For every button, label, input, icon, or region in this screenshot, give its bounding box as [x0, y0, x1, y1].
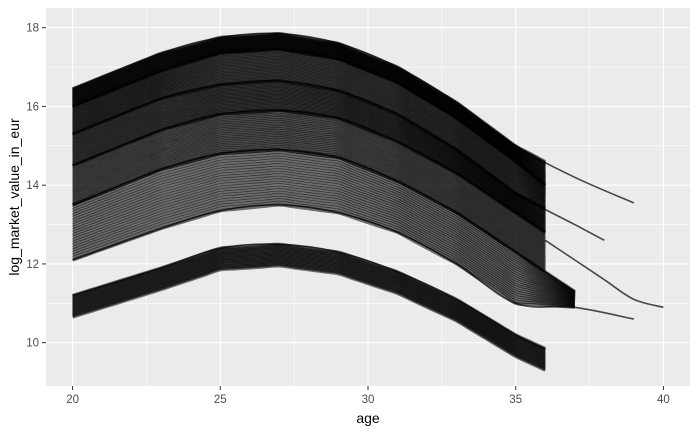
series-line: [72, 178, 576, 302]
x-tick-label: 40: [657, 394, 670, 406]
y-tick-label: 18: [26, 23, 39, 35]
data-series: [72, 32, 664, 350]
series-line: [72, 32, 635, 204]
series-line: [544, 239, 664, 309]
y-tick-label: 14: [26, 180, 39, 192]
series-line: [72, 148, 576, 293]
series-line: [72, 180, 576, 303]
series-line: [72, 173, 576, 301]
series-line: [72, 185, 576, 304]
x-axis-title: age: [356, 410, 380, 426]
series-line: [71, 160, 576, 297]
y-axis-title: log_market_value_in_eur: [6, 118, 22, 276]
x-tick-label: 20: [66, 394, 79, 406]
x-tick-label: 35: [509, 394, 522, 406]
series-line: [72, 190, 576, 306]
series-line: [72, 193, 576, 306]
y-tick-label: 12: [26, 259, 39, 271]
series-line: [72, 195, 576, 307]
series-line: [72, 109, 546, 234]
y-axis-ticks: 10 12 14 16 18: [26, 23, 46, 350]
series-line: [71, 158, 576, 296]
series-line: [72, 264, 546, 372]
series-line: [72, 48, 546, 186]
y-tick-label: 10: [26, 338, 39, 350]
series-line: [72, 204, 635, 320]
series-line: [71, 155, 576, 295]
series-line: [71, 183, 576, 304]
x-axis-ticks: 20 25 30 35 40: [66, 386, 670, 406]
series-line: [72, 175, 576, 301]
series-line: [72, 163, 576, 298]
series-line: [72, 168, 576, 299]
series-line: [72, 200, 575, 309]
series-line: [72, 165, 576, 298]
y-tick-label: 16: [26, 101, 39, 113]
series-line: [72, 79, 605, 242]
series-line: [72, 243, 546, 350]
series-line: [72, 188, 576, 305]
x-tick-label: 30: [362, 394, 375, 406]
series-line: [71, 150, 576, 294]
series-line: [71, 153, 576, 295]
x-tick-label: 25: [214, 394, 227, 406]
series-line: [72, 198, 575, 308]
series-line: [72, 170, 576, 300]
